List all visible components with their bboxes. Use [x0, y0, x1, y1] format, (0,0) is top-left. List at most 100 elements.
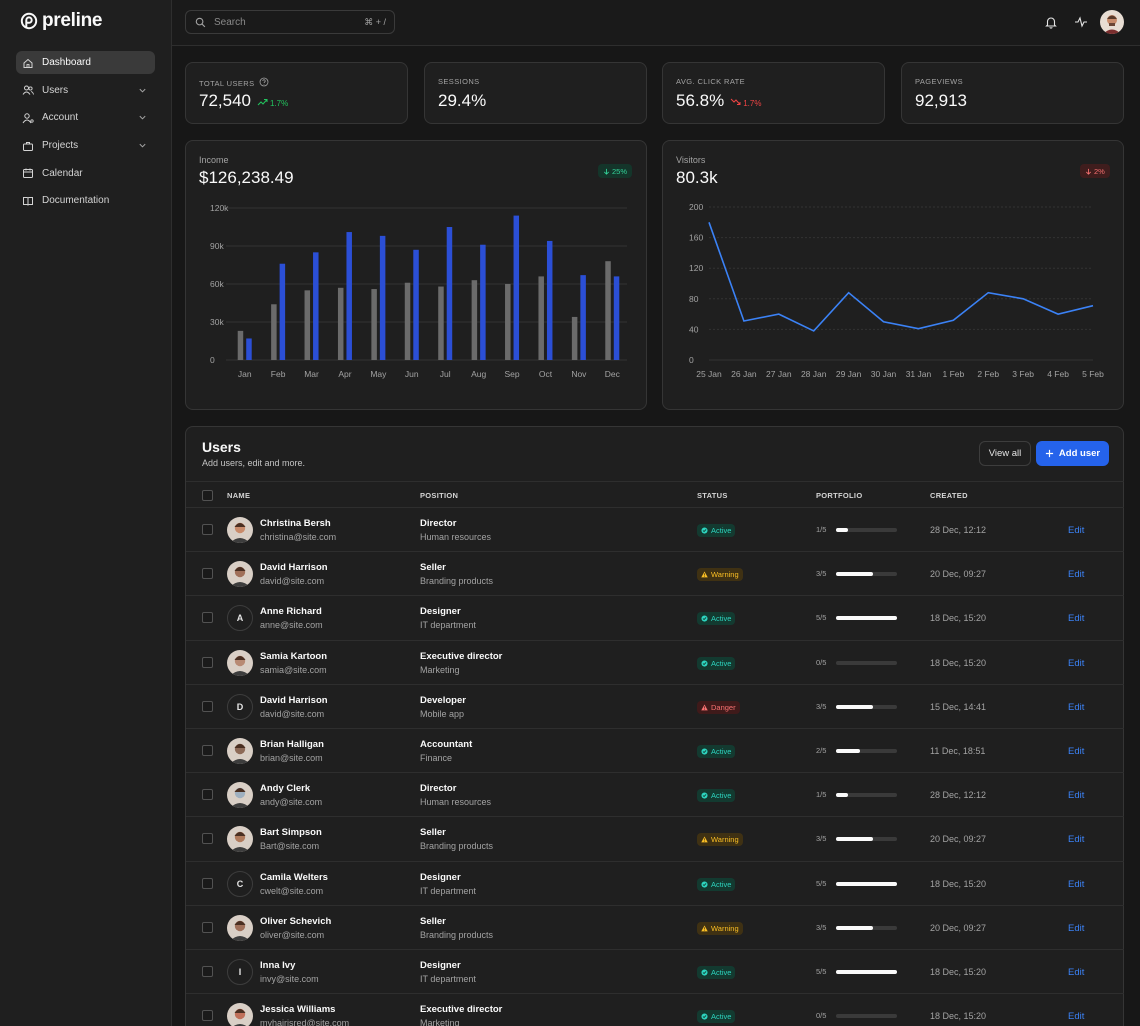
row-checkbox[interactable] [202, 568, 213, 580]
bar-aug-series-1[interactable] [471, 280, 478, 360]
row-checkbox[interactable] [202, 966, 213, 977]
users-title: Users [202, 439, 241, 455]
bar-feb-series-2[interactable] [279, 263, 286, 360]
portfolio-count: 5/5 [816, 878, 827, 888]
bar-jun-series-2[interactable] [413, 249, 419, 360]
visitors-line-chart: 0 40 80 120 160 200 25 Jan 26 Jan 27 Jan 28 Jan 29… [689, 202, 1104, 379]
help-icon[interactable] [259, 77, 269, 89]
stat-card-sessions: Sessions 29.4% [424, 62, 647, 124]
bar-nov-series-2[interactable] [580, 275, 586, 360]
created-date: 18 Dec, 15:20 [930, 1011, 987, 1022]
sidebar-item-users[interactable]: Users [16, 79, 155, 102]
add-user-button[interactable]: Add user [1036, 441, 1109, 466]
portfolio-progress-fill [836, 970, 897, 974]
user-email: oliver@site.com [260, 929, 325, 940]
search-input[interactable] [214, 16, 354, 28]
status-text: Active [711, 658, 732, 668]
portfolio-progress-fill [836, 572, 873, 577]
x-tick-label: Jan [238, 369, 252, 379]
bar-feb-series-1[interactable] [271, 304, 277, 360]
user-department: Human resources [420, 532, 492, 542]
bar-oct-series-2[interactable] [546, 240, 553, 360]
check-circle-icon [701, 1013, 708, 1020]
user-department: Marketing [420, 664, 460, 675]
user-name: Camila Welters [260, 871, 328, 883]
edit-link[interactable]: Edit [1068, 657, 1085, 669]
edit-link[interactable]: Edit [1068, 613, 1085, 625]
edit-link[interactable]: Edit [1068, 878, 1085, 890]
x-tick-label: Aug [471, 369, 486, 379]
row-checkbox[interactable] [202, 1010, 213, 1022]
search-box[interactable]: ⌘ + / [185, 10, 395, 34]
created-date: 20 Dec, 09:27 [930, 569, 987, 580]
bar-apr-series-2[interactable] [346, 232, 352, 360]
edit-link[interactable]: Edit [1068, 569, 1085, 581]
bar-may-series-1[interactable] [371, 289, 377, 360]
brand-logo[interactable]: preline [20, 10, 103, 32]
edit-link[interactable]: Edit [1068, 922, 1085, 934]
bar-jan-series-1[interactable] [237, 330, 244, 360]
bar-mar-series-2[interactable] [313, 252, 319, 360]
trending-up-icon [257, 98, 268, 108]
stat-value: 29.4% [438, 91, 486, 111]
user-name: David Harrison [260, 562, 328, 574]
row-checkbox[interactable] [202, 745, 213, 756]
column-status[interactable]: STATUS [697, 491, 728, 500]
sidebar-item-label: Documentation [42, 195, 110, 207]
column-name[interactable]: NAME [227, 491, 251, 500]
row-checkbox[interactable] [202, 700, 213, 712]
bar-jan-series-2[interactable] [246, 338, 252, 360]
stat-trend-text: 1.7% [270, 98, 289, 108]
row-checkbox[interactable] [202, 877, 213, 889]
column-position[interactable]: POSITION [420, 491, 459, 500]
edit-link[interactable]: Edit [1068, 1011, 1085, 1023]
bar-sep-series-1[interactable] [505, 284, 511, 360]
select-all-checkbox[interactable] [202, 490, 213, 501]
view-all-button[interactable]: View all [979, 441, 1031, 466]
edit-link[interactable]: Edit [1068, 701, 1085, 713]
x-tick-label: 30 Jan [871, 369, 897, 379]
row-checkbox[interactable] [202, 921, 213, 933]
column-portfolio[interactable]: PORTFOLIO [816, 491, 863, 500]
edit-link[interactable]: Edit [1068, 746, 1085, 757]
user-position: Executive director [420, 1004, 503, 1016]
bar-dec-series-2[interactable] [613, 276, 620, 360]
sidebar-item-projects[interactable]: Projects [16, 134, 155, 157]
bell-icon[interactable] [1044, 15, 1058, 29]
stat-trend: 1.7% [730, 98, 761, 108]
edit-link[interactable]: Edit [1068, 525, 1085, 536]
bar-oct-series-1[interactable] [538, 276, 544, 360]
row-checkbox[interactable] [202, 612, 213, 624]
bar-aug-series-2[interactable] [480, 244, 486, 360]
row-checkbox[interactable] [202, 789, 213, 801]
bar-may-series-2[interactable] [379, 235, 386, 360]
edit-link[interactable]: Edit [1068, 834, 1085, 846]
visitors-value: 80.3k [676, 168, 718, 187]
bar-nov-series-1[interactable] [571, 316, 578, 360]
row-checkbox[interactable] [202, 833, 213, 845]
bar-dec-series-1[interactable] [605, 261, 611, 360]
bar-jul-series-1[interactable] [438, 286, 444, 360]
stat-value: 56.8% 1.7% [676, 91, 761, 111]
bar-apr-series-1[interactable] [337, 287, 344, 360]
row-checkbox[interactable] [202, 656, 213, 668]
bar-jul-series-2[interactable] [446, 227, 453, 360]
edit-link[interactable]: Edit [1068, 790, 1085, 802]
status-text: Active [711, 968, 732, 977]
user-avatar[interactable] [1100, 10, 1124, 34]
edit-link[interactable]: Edit [1068, 967, 1085, 978]
column-created[interactable]: CREATED [930, 491, 968, 500]
sidebar-item-documentation[interactable]: Documentation [16, 189, 155, 212]
bar-jun-series-1[interactable] [404, 282, 411, 360]
x-tick-label: Nov [571, 369, 587, 379]
activity-icon[interactable] [1074, 15, 1088, 29]
sidebar-item-dashboard[interactable]: Dashboard [16, 51, 155, 74]
users-subtitle: Add users, edit and more. [202, 458, 306, 468]
x-tick-label: Apr [338, 369, 351, 379]
bar-mar-series-1[interactable] [304, 290, 311, 360]
sidebar-item-account[interactable]: Account [16, 106, 155, 129]
row-checkbox[interactable] [202, 524, 213, 535]
sidebar-item-calendar[interactable]: Calendar [16, 162, 155, 185]
visitors-series-line[interactable] [708, 222, 1094, 332]
bar-sep-series-2[interactable] [513, 215, 520, 360]
